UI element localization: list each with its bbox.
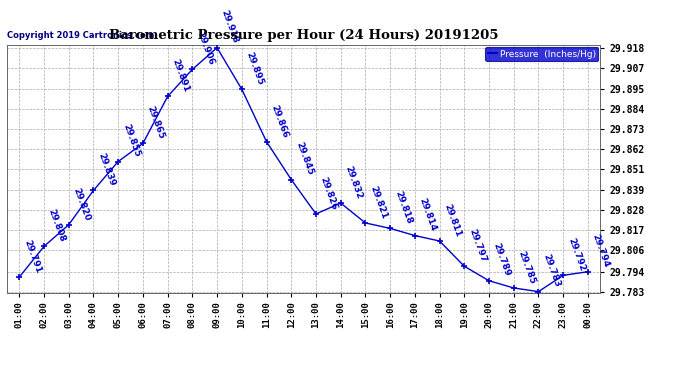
Text: 29.808: 29.808 [47,208,67,244]
Text: 29.906: 29.906 [195,31,215,67]
Text: 29.792: 29.792 [566,237,586,273]
Text: 29.818: 29.818 [393,190,413,226]
Text: 29.821: 29.821 [368,184,388,220]
Text: 29.832: 29.832 [344,165,364,200]
Text: 29.866: 29.866 [269,103,290,139]
Text: 29.789: 29.789 [492,242,512,278]
Text: Copyright 2019 Cartronics.com: Copyright 2019 Cartronics.com [7,31,155,40]
Text: 29.811: 29.811 [442,202,463,238]
Text: 29.794: 29.794 [591,233,611,269]
Text: 29.814: 29.814 [417,197,438,233]
Text: 29.820: 29.820 [72,186,92,222]
Text: 29.891: 29.891 [170,58,190,94]
Text: 29.791: 29.791 [22,238,43,274]
Text: 29.783: 29.783 [541,253,562,289]
Title: Barometric Pressure per Hour (24 Hours) 20191205: Barometric Pressure per Hour (24 Hours) … [109,30,498,42]
Text: 29.845: 29.845 [294,141,315,177]
Text: 29.797: 29.797 [467,228,488,264]
Text: 29.826: 29.826 [319,176,339,211]
Text: 29.865: 29.865 [146,105,166,141]
Legend: Pressure  (Inches/Hg): Pressure (Inches/Hg) [485,47,598,61]
Text: 29.839: 29.839 [96,152,117,188]
Text: 29.918: 29.918 [220,9,240,45]
Text: 29.855: 29.855 [121,123,141,159]
Text: 29.895: 29.895 [244,51,265,87]
Text: 29.785: 29.785 [517,249,537,285]
